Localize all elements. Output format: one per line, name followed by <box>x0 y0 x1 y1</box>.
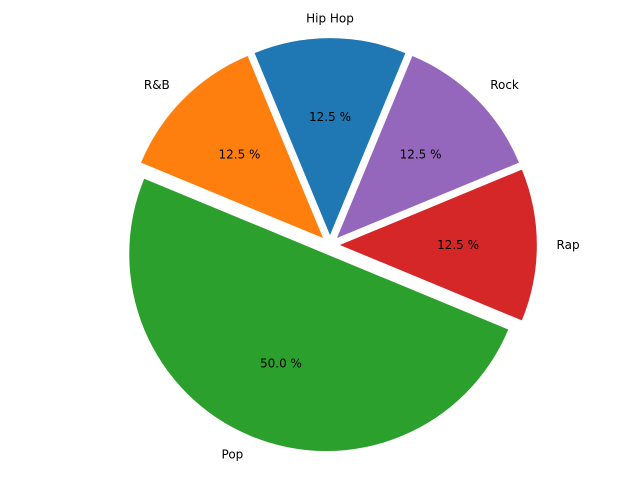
pie-label-r-b: R&B <box>144 78 170 92</box>
pie-slice-hip-hop <box>254 38 406 236</box>
pie-slice-rap <box>339 169 537 321</box>
pie-slice-rock <box>336 56 519 239</box>
pie-percent-rock: 12.5 % <box>400 147 442 161</box>
pie-percent-rap: 12.5 % <box>437 238 479 252</box>
pie-percent-r-b: 12.5 % <box>218 147 260 161</box>
pie-slices <box>129 38 537 452</box>
pie-slice-pop <box>129 178 509 452</box>
pie-percent-pop: 50.0 % <box>260 356 302 370</box>
pie-label-pop: Pop <box>222 447 244 461</box>
pie-label-rap: Rap <box>557 238 580 252</box>
pie-label-rock: Rock <box>490 78 519 92</box>
pie-labels: Hip Hop 12.5 % R&B 12.5 % Pop 50.0 % Rap 12.5 %… <box>144 11 580 461</box>
pie-slice-r-b <box>141 56 324 239</box>
pie-label-hip-hop: Hip Hop <box>306 11 354 25</box>
pie-percent-hip-hop: 12.5 % <box>309 110 351 124</box>
